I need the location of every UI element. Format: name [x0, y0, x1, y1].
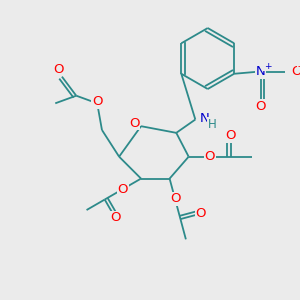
Text: O: O [196, 207, 206, 220]
Text: -: - [298, 61, 300, 71]
Text: O: O [170, 192, 180, 205]
Text: O: O [225, 129, 236, 142]
Text: N: N [200, 112, 210, 125]
Text: N: N [256, 65, 266, 78]
Text: O: O [256, 100, 266, 113]
Text: O: O [204, 150, 215, 163]
Text: O: O [92, 95, 102, 108]
Text: O: O [53, 62, 63, 76]
Text: O: O [118, 183, 128, 196]
Text: O: O [129, 117, 140, 130]
Text: H: H [208, 118, 217, 131]
Text: O: O [291, 65, 300, 78]
Text: O: O [110, 211, 120, 224]
Text: +: + [264, 62, 271, 71]
